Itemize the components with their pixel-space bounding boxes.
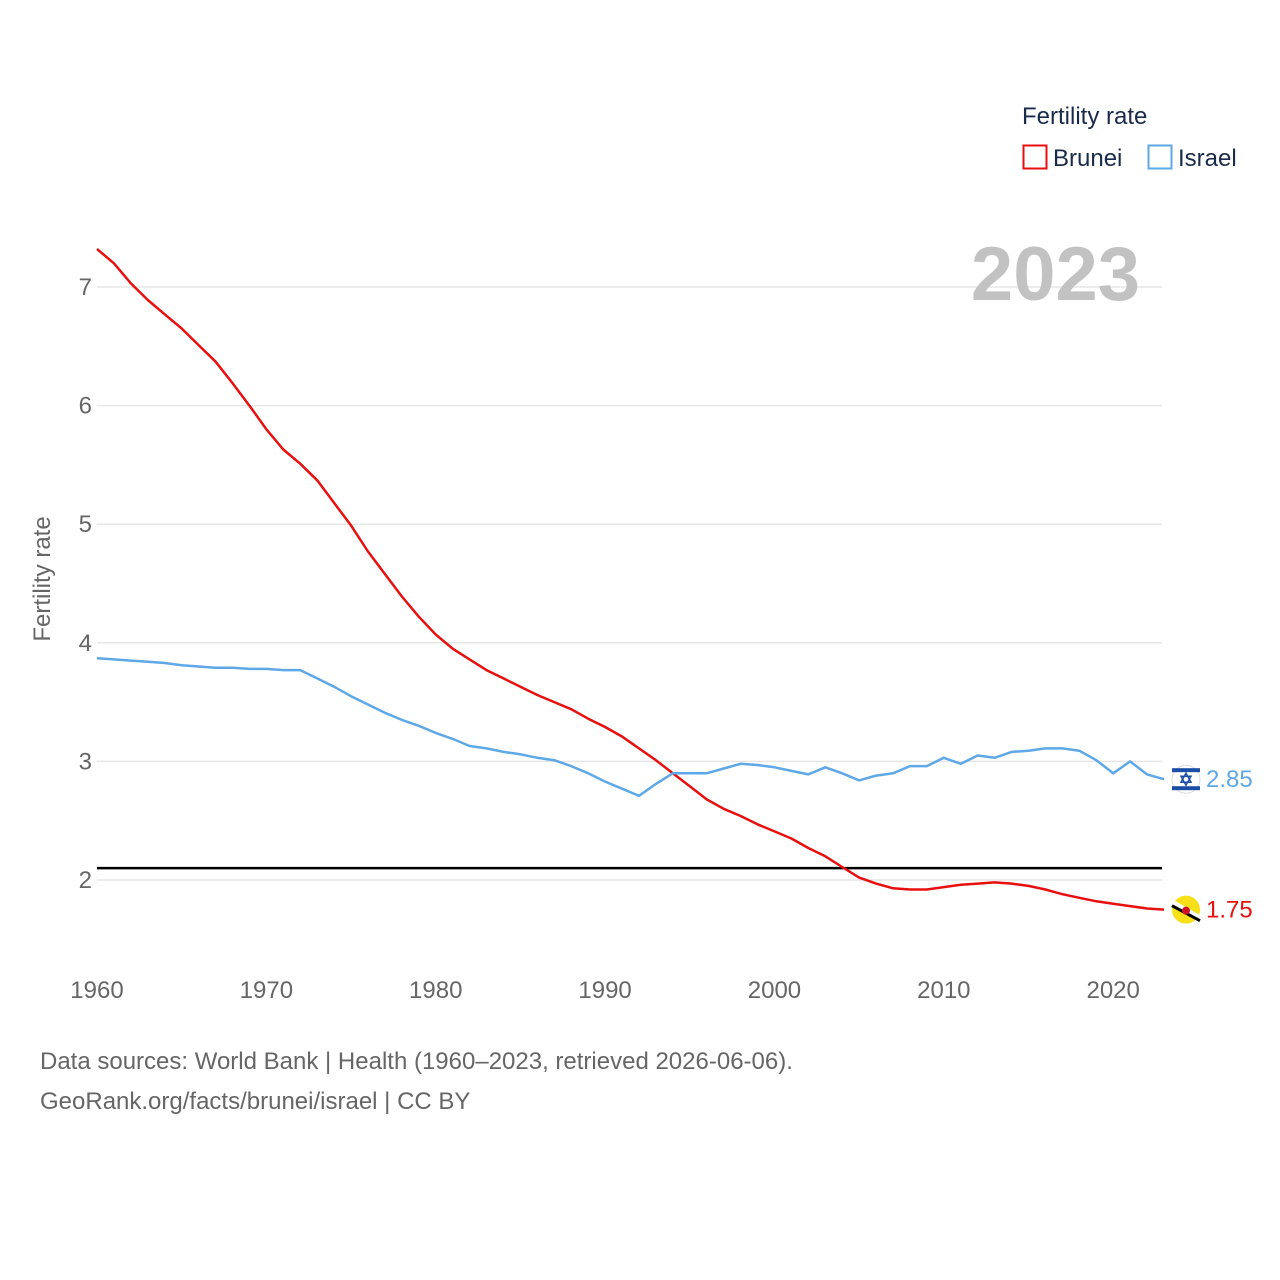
year-label: 2023 <box>971 232 1140 317</box>
series-line-israel <box>96 656 1165 798</box>
legend-swatch-brunei <box>1022 144 1048 170</box>
series-lines <box>96 248 1165 911</box>
legend-label-brunei: Brunei <box>1053 145 1122 172</box>
legend-label-israel: Israel <box>1178 145 1237 172</box>
y-tick-label: 6 <box>79 393 92 420</box>
legend: Fertility rate Brunei Israel <box>1022 103 1237 172</box>
legend-item-brunei[interactable]: Brunei <box>1022 144 1123 172</box>
y-tick-label: 4 <box>79 630 92 657</box>
x-tick-label: 1980 <box>409 977 462 1004</box>
israel-flag-icon <box>1171 764 1201 794</box>
x-tick-label: 2020 <box>1086 977 1139 1004</box>
x-tick-label: 1970 <box>240 977 293 1004</box>
end-value-label-brunei: 1.75 <box>1206 897 1253 924</box>
y-tick-label: 3 <box>79 748 92 775</box>
legend-swatch-israel <box>1147 144 1173 170</box>
grid-lines <box>97 286 1162 881</box>
y-tick-label: 7 <box>79 274 92 301</box>
y-axis-ticks: 2 3 4 5 6 7 <box>79 274 92 894</box>
x-tick-label: 1990 <box>578 977 631 1004</box>
x-tick-label: 1960 <box>70 977 123 1004</box>
series-line-brunei <box>96 248 1165 911</box>
legend-title: Fertility rate <box>1022 103 1147 130</box>
x-tick-label: 2000 <box>748 977 801 1004</box>
y-tick-label: 5 <box>79 511 92 538</box>
y-axis-label: Fertility rate <box>29 516 56 641</box>
footer: Data sources: World Bank | Health (1960–… <box>40 1042 793 1122</box>
attribution-link[interactable]: GeoRank.org/facts/brunei/israel | CC BY <box>40 1088 471 1115</box>
brunei-flag-icon <box>1170 895 1202 924</box>
end-value-label-israel: 2.85 <box>1206 766 1253 793</box>
x-axis-ticks: 1960 1970 1980 1990 2000 2010 2020 <box>70 977 1140 1004</box>
data-sources-text: Data sources: World Bank | Health (1960–… <box>40 1048 793 1075</box>
series-end-markers: 1.75 2.85 <box>1170 764 1253 924</box>
legend-item-israel[interactable]: Israel <box>1147 144 1237 172</box>
x-tick-label: 2010 <box>917 977 970 1004</box>
y-tick-label: 2 <box>79 867 92 894</box>
